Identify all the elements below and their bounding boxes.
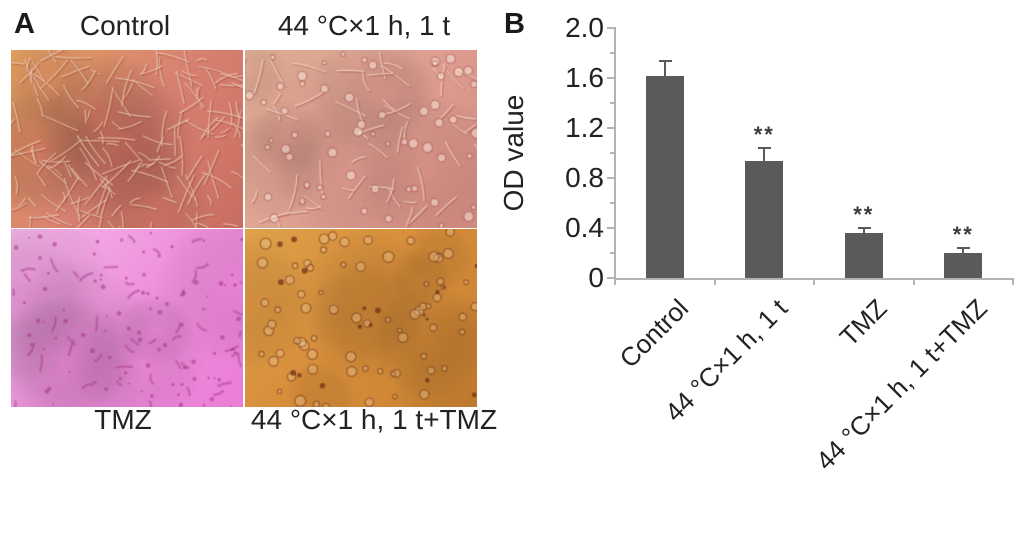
y-axis-title-text: OD value bbox=[498, 94, 529, 212]
y-tick-label: 0.8 bbox=[565, 162, 604, 193]
y-minor-tick bbox=[610, 52, 615, 54]
x-category-label: Control bbox=[613, 293, 694, 374]
panel-a-letter: A bbox=[14, 8, 35, 40]
x-axis-line bbox=[614, 278, 1014, 280]
bar-1 bbox=[645, 75, 684, 278]
x-tick bbox=[614, 280, 616, 285]
x-category-label: TMZ bbox=[833, 293, 893, 352]
bar-2 bbox=[745, 160, 784, 278]
y-major-tick bbox=[607, 127, 615, 129]
y-minor-tick bbox=[610, 102, 615, 104]
micrograph-control-image bbox=[11, 50, 243, 228]
y-major-tick bbox=[607, 177, 615, 179]
y-minor-tick bbox=[610, 252, 615, 254]
y-tick-label: 1.6 bbox=[565, 62, 604, 93]
error-bar-cap bbox=[758, 147, 772, 149]
micrograph-combo-image bbox=[245, 229, 477, 407]
y-axis-line bbox=[614, 27, 616, 278]
error-bar-stem bbox=[962, 248, 965, 253]
y-major-tick bbox=[607, 77, 615, 79]
y-tick-label: 0.4 bbox=[565, 212, 604, 243]
y-tick-label: 0 bbox=[588, 262, 604, 293]
error-bar-cap bbox=[857, 227, 871, 229]
x-tick bbox=[1012, 280, 1014, 285]
y-axis-title: OD value bbox=[496, 28, 532, 278]
y-minor-tick bbox=[610, 152, 615, 154]
y-tick-label: 2.0 bbox=[565, 12, 604, 43]
error-bar-stem bbox=[663, 60, 666, 76]
x-tick bbox=[713, 280, 716, 285]
panel-a-top-label-control: Control bbox=[79, 10, 171, 41]
micrograph-tmz-image bbox=[11, 229, 243, 407]
x-tick bbox=[912, 280, 915, 285]
bar-3 bbox=[844, 233, 883, 278]
error-bar-cap bbox=[658, 59, 672, 62]
significance-marker: ** bbox=[853, 202, 875, 227]
y-minor-tick bbox=[610, 202, 615, 204]
y-tick-label: 1.2 bbox=[565, 112, 604, 143]
bar-4 bbox=[944, 253, 983, 278]
panel-a-bottom-label-tmz: TMZ bbox=[94, 404, 152, 435]
panel-a-bottom-label-combo: 44 °C×1 h, 1 t+TMZ bbox=[250, 404, 498, 435]
error-bar-cap bbox=[957, 247, 971, 249]
significance-marker: ** bbox=[753, 122, 775, 147]
significance-marker: ** bbox=[952, 222, 974, 247]
micrograph-heat-image bbox=[245, 50, 477, 228]
error-bar-stem bbox=[763, 148, 766, 161]
x-category-label: 44 °C×1 h, 1 t+TMZ bbox=[809, 293, 993, 476]
panel-a-top-label-heat: 44 °C×1 h, 1 t bbox=[277, 10, 451, 41]
x-tick bbox=[813, 280, 815, 285]
y-major-tick bbox=[607, 277, 615, 279]
error-bar-stem bbox=[862, 228, 865, 233]
panel-b-letter: B bbox=[504, 8, 525, 40]
y-major-tick bbox=[607, 27, 615, 29]
y-major-tick bbox=[607, 227, 615, 229]
